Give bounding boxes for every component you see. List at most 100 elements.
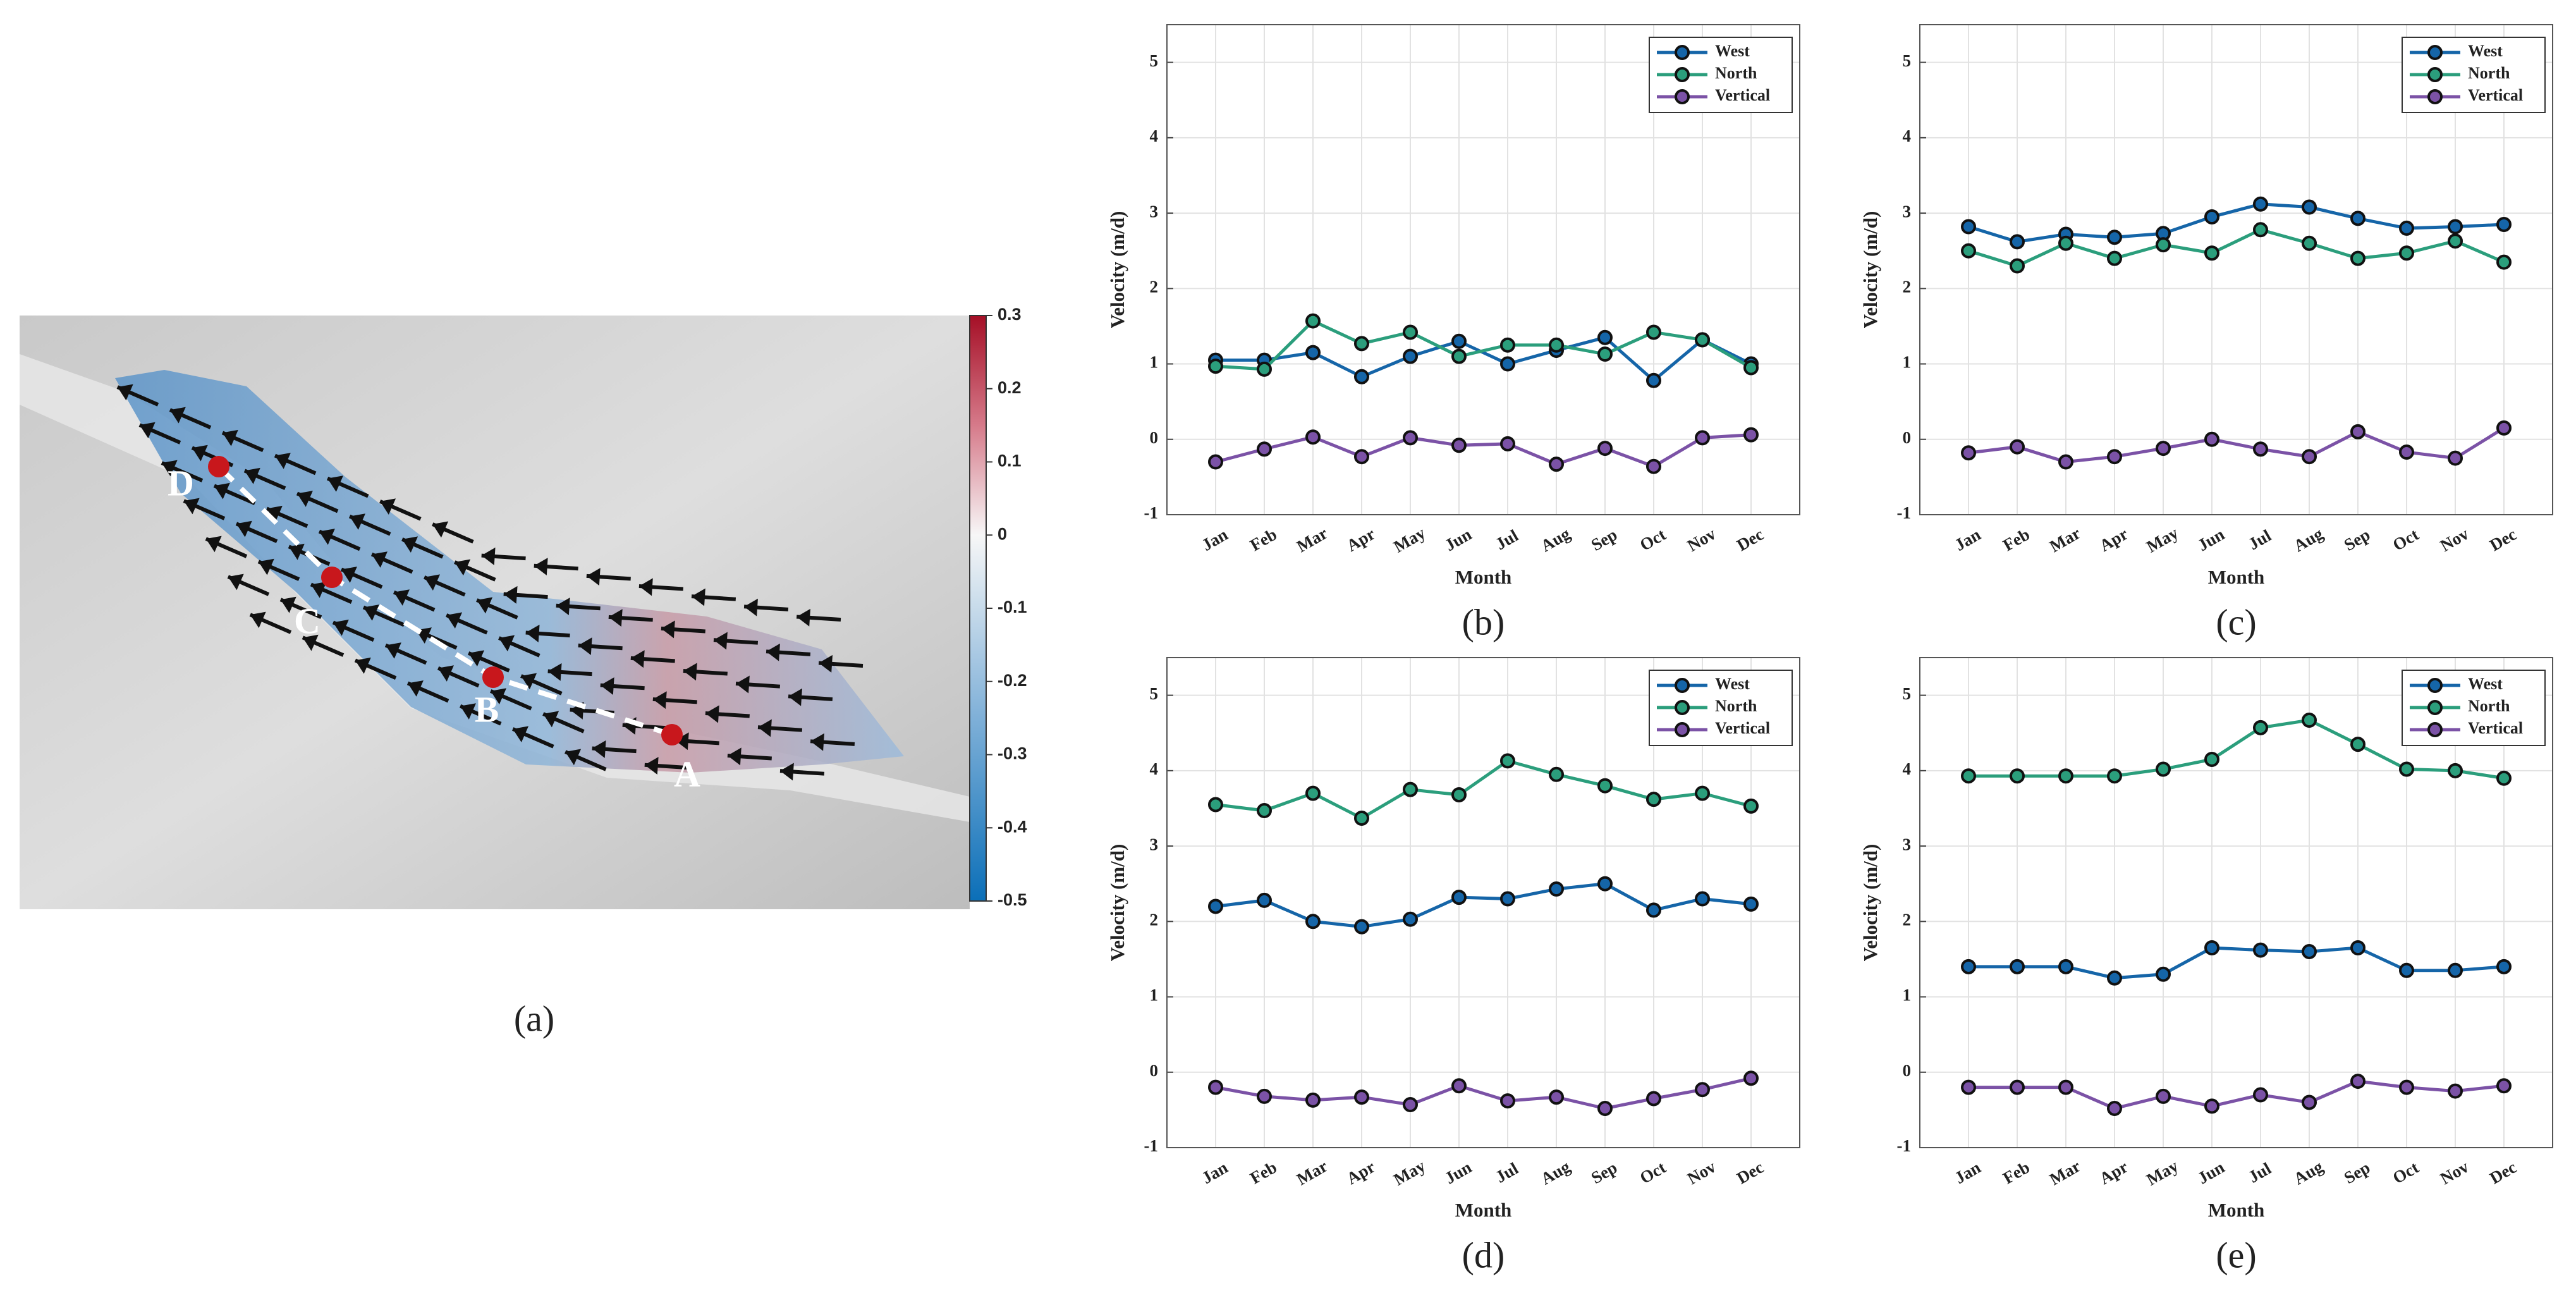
x-tick-label: May — [1390, 1156, 1429, 1189]
arrow-head — [744, 598, 758, 616]
legend-label: Vertical — [2468, 719, 2523, 737]
y-tick-label: 0 — [1903, 428, 1912, 447]
y-tick-label: 3 — [1150, 202, 1159, 221]
x-tick-label: Mar — [1293, 524, 1331, 556]
data-point — [1305, 1092, 1321, 1108]
arrow-head — [222, 429, 238, 446]
x-tick-label: Mar — [1293, 1156, 1331, 1189]
arrow-head — [638, 578, 653, 596]
data-point — [1695, 785, 1710, 801]
x-tick-label: Mar — [2046, 524, 2084, 556]
colorbar-tick-label: 0.1 — [998, 451, 1022, 470]
y-axis-label: Velocity (m/d) — [1859, 211, 1881, 329]
data-point — [1961, 1079, 1976, 1095]
y-tick-label: 0 — [1903, 1061, 1912, 1080]
x-tick-label: Sep — [1588, 1158, 1620, 1187]
data-point — [2107, 768, 2122, 784]
series-line — [1215, 433, 1752, 469]
x-tick-label: Jan — [1951, 525, 1984, 555]
data-point — [2399, 761, 2414, 777]
data-point — [1646, 1091, 1661, 1107]
x-tick-label: Dec — [2486, 525, 2520, 555]
arrow-head — [547, 663, 562, 681]
arrow-head — [302, 634, 319, 651]
data-point — [2496, 959, 2512, 974]
arrow-head — [788, 688, 802, 706]
x-tick-label: Apr — [1343, 1157, 1378, 1188]
y-tick-label: -1 — [1144, 503, 1159, 522]
data-point — [2156, 761, 2171, 777]
arrow-head — [327, 475, 343, 492]
y-tick-label: -1 — [1897, 503, 1912, 522]
legend-marker — [1675, 67, 1690, 82]
y-tick-label: 0 — [1150, 428, 1159, 447]
data-point — [2399, 245, 2414, 261]
data-point — [1403, 911, 1418, 927]
data-point — [1549, 457, 1564, 472]
data-point — [1961, 445, 1976, 461]
arrow-head — [446, 612, 463, 629]
x-axis-label: Month — [2208, 566, 2265, 588]
y-tick-label: 4 — [1150, 759, 1159, 778]
data-point — [1500, 1093, 1515, 1109]
x-tick-label: Apr — [1343, 524, 1378, 555]
x-tick-label: Sep — [2341, 525, 2373, 555]
legend-label: North — [1715, 64, 1757, 82]
arrow-head — [819, 654, 833, 673]
arrow-head — [250, 611, 266, 629]
colorbar-tick-label: 0.3 — [998, 305, 1022, 324]
x-tick-label: Mar — [2046, 1156, 2084, 1189]
y-axis-label: Velocity (m/d) — [1106, 211, 1128, 329]
y-tick-label: 0 — [1150, 1061, 1159, 1080]
data-point — [2058, 768, 2073, 784]
point-label: B — [475, 689, 499, 730]
data-point — [1354, 449, 1369, 465]
arrow-head — [372, 551, 388, 568]
data-point — [1597, 329, 1613, 345]
data-point — [1961, 219, 1976, 235]
data-point — [1354, 369, 1369, 384]
data-point — [2350, 211, 2365, 226]
series-line — [1968, 202, 2505, 243]
y-tick-label: 2 — [1903, 911, 1912, 929]
data-point — [2204, 1098, 2219, 1114]
x-tick-label: Nov — [1684, 1157, 1719, 1188]
data-point — [1597, 778, 1613, 794]
colorbar-tick-label: -0.1 — [998, 598, 1027, 616]
colorbar-ticks: 0.3 0.2 0.1 0 -0.1 -0.2 -0.3 -0.4 -0.5 — [986, 305, 1027, 909]
data-point — [1646, 792, 1661, 807]
data-point — [2107, 449, 2122, 465]
arrow-head — [513, 726, 529, 743]
data-point — [1451, 348, 1467, 364]
arrow-head — [735, 675, 750, 694]
series-line — [1969, 946, 2505, 980]
data-point — [2350, 940, 2365, 956]
arrow-head — [394, 589, 410, 606]
data-point — [2156, 1088, 2171, 1104]
arrow-head — [386, 642, 401, 659]
data-point — [2496, 254, 2512, 270]
series-line — [1215, 1076, 1752, 1110]
x-tick-label: Jan — [1199, 1158, 1231, 1187]
arrow-head — [402, 536, 418, 553]
arrow-head — [705, 705, 719, 723]
data-point — [1695, 430, 1710, 446]
x-axis-label: Month — [1455, 566, 1512, 588]
data-point — [1743, 798, 1759, 814]
data-point — [1500, 753, 1515, 769]
series-line — [1969, 1079, 2505, 1110]
data-point — [2448, 219, 2463, 235]
data-point — [1451, 890, 1467, 905]
arrow-head — [503, 586, 518, 604]
y-tick-label: 1 — [1150, 986, 1159, 1005]
data-point — [1354, 810, 1369, 826]
arrow-head — [661, 620, 675, 639]
arrow-head — [600, 677, 614, 696]
x-tick-label: May — [1390, 523, 1429, 556]
arrow-head — [644, 757, 659, 775]
data-point — [2253, 720, 2268, 735]
data-point — [1208, 359, 1223, 374]
arrow-head — [319, 529, 335, 545]
arrow-head — [244, 467, 260, 484]
arrow-head — [460, 703, 476, 720]
